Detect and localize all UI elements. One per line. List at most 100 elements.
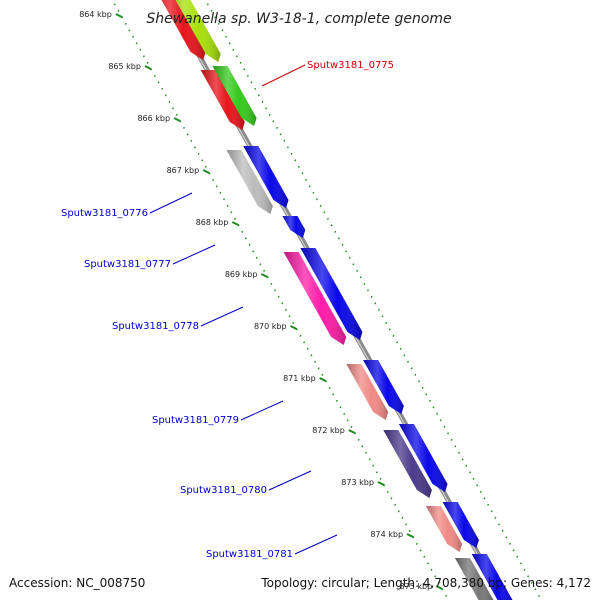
outer-tick bbox=[232, 48, 235, 51]
inner-tick bbox=[273, 289, 277, 292]
outer-tick bbox=[261, 100, 264, 103]
tick-label: 871 kbp bbox=[283, 374, 316, 383]
inner-tick bbox=[426, 562, 429, 565]
inner-tick bbox=[161, 87, 164, 90]
gene-arrow-shading bbox=[226, 150, 273, 214]
inner-tick bbox=[397, 510, 400, 513]
outer-tick bbox=[265, 107, 268, 110]
inner-tick bbox=[332, 393, 335, 396]
outer-tick bbox=[377, 308, 380, 311]
inner-tick bbox=[157, 81, 160, 84]
inner-tick bbox=[193, 146, 196, 149]
outer-tick bbox=[443, 425, 446, 428]
outer-tick bbox=[374, 302, 377, 305]
inner-tick bbox=[248, 243, 251, 246]
inner-tick bbox=[135, 42, 138, 45]
inner-tick bbox=[408, 529, 411, 532]
outer-tick bbox=[359, 276, 362, 279]
outer-tick bbox=[465, 464, 468, 467]
label-leader-line bbox=[149, 192, 193, 214]
outer-tick bbox=[330, 224, 333, 227]
outer-tick bbox=[254, 87, 257, 90]
inner-tick bbox=[153, 74, 156, 77]
outer-tick bbox=[312, 191, 315, 194]
inner-tick bbox=[372, 464, 375, 467]
major-tick bbox=[144, 65, 152, 70]
outer-tick bbox=[319, 204, 322, 207]
inner-tick bbox=[277, 295, 280, 298]
accession-text: Accession: NC_008750 bbox=[9, 576, 146, 590]
outer-tick bbox=[396, 341, 399, 344]
outer-tick bbox=[450, 438, 453, 441]
outer-tick bbox=[294, 159, 297, 162]
label-leader-line bbox=[240, 400, 284, 421]
outer-tick bbox=[410, 367, 413, 370]
outer-tick bbox=[421, 386, 424, 389]
gene-arrow-shading bbox=[471, 554, 513, 600]
inner-tick bbox=[284, 308, 287, 311]
gene-arrow-shading bbox=[283, 252, 347, 345]
outer-tick bbox=[326, 217, 329, 220]
outer-tick bbox=[425, 393, 428, 396]
major-tick bbox=[290, 325, 298, 330]
outer-tick bbox=[239, 61, 242, 64]
outer-tick bbox=[530, 581, 533, 584]
inner-tick bbox=[310, 354, 313, 357]
tick-label: 867 kbp bbox=[167, 166, 200, 175]
gene-label: Sputw3181_0777 bbox=[84, 259, 171, 270]
gene-arrow-shading bbox=[200, 70, 245, 130]
gene-arrow-shading bbox=[243, 146, 289, 208]
inner-tick bbox=[281, 302, 284, 305]
tick-label: 866 kbp bbox=[137, 114, 170, 123]
outer-tick bbox=[490, 510, 493, 513]
inner-tick bbox=[219, 191, 222, 194]
gene-arrow-shading bbox=[300, 248, 363, 340]
major-tick bbox=[348, 429, 356, 434]
outer-tick bbox=[268, 113, 271, 116]
outer-tick bbox=[301, 172, 304, 175]
outer-tick bbox=[501, 529, 504, 532]
inner-tick bbox=[270, 282, 273, 285]
gene-labels: Sputw3181_0775 Sputw3181_0776 Sputw3181_07… bbox=[61, 60, 394, 560]
outer-tick bbox=[403, 354, 406, 357]
inner-tick bbox=[401, 516, 404, 519]
outer-tick bbox=[221, 29, 224, 32]
major-tick bbox=[319, 377, 327, 382]
outer-tick bbox=[519, 562, 522, 565]
inner-tick bbox=[190, 139, 193, 142]
tick-label: 870 kbp bbox=[254, 322, 287, 331]
map-title: Shewanella sp. W3-18-1, complete genome bbox=[146, 11, 451, 27]
outer-tick bbox=[479, 490, 482, 493]
major-tick bbox=[115, 13, 123, 18]
major-tick bbox=[377, 481, 385, 486]
outer-tick bbox=[363, 282, 366, 285]
gene-arrow-shading bbox=[363, 360, 404, 414]
inner-tick bbox=[212, 178, 215, 181]
gene-label: Sputw3181_0780 bbox=[180, 485, 267, 496]
gene-label: Sputw3181_0775 bbox=[307, 60, 394, 71]
inner-tick bbox=[364, 451, 368, 454]
gene-arrow-shading bbox=[346, 364, 389, 420]
outer-tick bbox=[439, 419, 442, 422]
gene-label: Sputw3181_0781 bbox=[206, 549, 293, 560]
gene-arrow-shading bbox=[425, 506, 463, 552]
outer-tick bbox=[235, 55, 238, 58]
inner-tick bbox=[434, 575, 437, 578]
outer-tick bbox=[250, 81, 253, 84]
outer-tick bbox=[341, 243, 344, 246]
inner-tick bbox=[423, 555, 426, 558]
inner-tick bbox=[368, 458, 371, 461]
genome-summary-text: Topology: circular; Length: 4,708,380 bp… bbox=[261, 576, 591, 590]
outer-tick bbox=[337, 237, 340, 240]
inner-tick bbox=[230, 211, 233, 214]
tick-label: 872 kbp bbox=[312, 426, 345, 435]
outer-tick bbox=[432, 406, 435, 409]
outer-tick bbox=[523, 568, 526, 571]
major-tick bbox=[260, 273, 268, 278]
gene-arrow-shading bbox=[454, 558, 494, 600]
inner-tick bbox=[241, 230, 244, 233]
gene-label: Sputw3181_0778 bbox=[112, 321, 199, 332]
gene-arrow-shading bbox=[442, 502, 479, 548]
